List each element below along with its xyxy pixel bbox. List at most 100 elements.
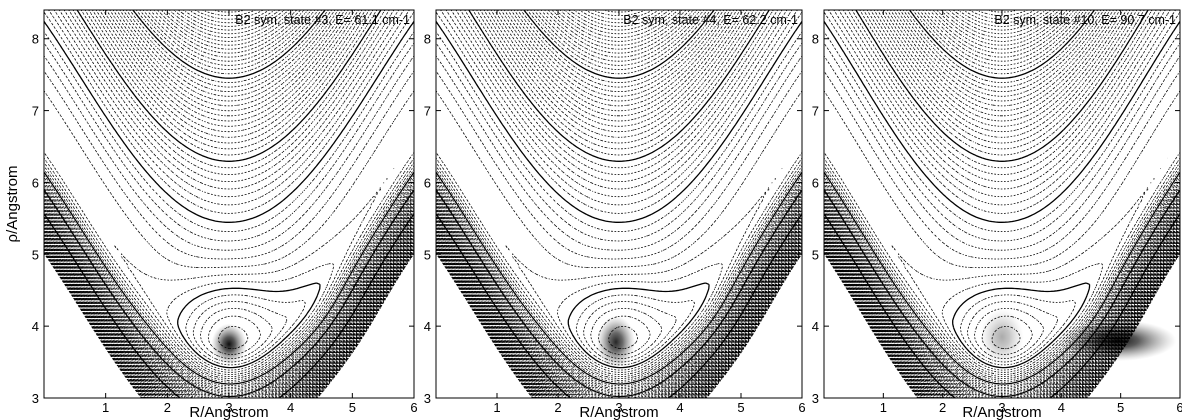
contour-line-dotted <box>436 10 802 398</box>
panel-title: B2 sym, state #10, E= 90.7 cm-1 <box>994 13 1176 27</box>
contour-line-dotted <box>967 301 1058 363</box>
contour-line-dotted <box>436 10 802 398</box>
contour-line-dotted <box>44 243 414 398</box>
contour-line-dotted <box>824 10 1180 398</box>
contour-line-dotted <box>583 301 677 363</box>
density-peak <box>596 315 635 369</box>
contour-line-dotted <box>824 10 1180 398</box>
x-tick-label: 4 <box>1058 400 1065 415</box>
contour-line-dotted <box>824 250 1180 398</box>
contour-line-dotted <box>44 10 414 398</box>
contour-line-dotted <box>824 240 1180 398</box>
contour-line-dotted <box>44 242 414 398</box>
contour-line-dotted <box>824 55 1180 379</box>
contour-line-dotted <box>436 10 802 398</box>
plot-area <box>44 10 414 398</box>
x-tick-label: 6 <box>410 400 417 415</box>
x-tick-label: 2 <box>554 400 561 415</box>
contour-line-dotted <box>436 10 802 398</box>
contour-line-dotted <box>436 240 802 398</box>
contour-line-dotted <box>436 42 802 381</box>
contour-line-dotted <box>824 10 1180 398</box>
contour-line-dotted <box>598 315 651 355</box>
contour-line-dotted <box>192 301 288 363</box>
contour-panel-2: 1 2 3 4 5 6 3 4 5 6 7 8 B2 sym, state #4, E= 62.2 cm… <box>424 9 806 420</box>
contour-line-dotted <box>44 10 414 396</box>
contour-line-dotted <box>436 253 802 398</box>
y-tick-label: 8 <box>812 32 819 47</box>
contour-line-dotted <box>824 10 1180 398</box>
contour-line-dotted <box>824 243 1180 398</box>
contour-line-dotted <box>891 157 1168 373</box>
contour-line-dotted <box>44 10 414 398</box>
contour-line-dotted <box>185 294 306 366</box>
contour-line-solid <box>567 282 710 369</box>
contour-line-dotted <box>436 10 802 391</box>
contour-panel-1: 1 2 3 4 5 6 3 4 5 6 7 8 B2 sym, state #3, E= 61.1 cm… <box>4 9 418 420</box>
contour-line-dotted <box>436 70 802 377</box>
contour-line-dotted <box>824 233 1180 398</box>
y-tick-label: 6 <box>812 175 819 190</box>
contour-line-dotted <box>436 233 802 398</box>
contour-line-dotted <box>44 237 414 398</box>
x-axis-label: R/Angstrom <box>579 404 658 420</box>
contour-line-dotted <box>824 10 1180 394</box>
contour-line-solid <box>436 21 802 385</box>
x-tick-label: 2 <box>164 400 171 415</box>
contour-line-dotted <box>436 10 802 398</box>
contour-line-dotted <box>991 326 1021 350</box>
x-axis-label: R/Angstrom <box>962 404 1041 420</box>
contour-line-dotted <box>436 237 802 398</box>
contour-line-dotted <box>44 10 414 398</box>
contour-line-dotted <box>44 10 414 398</box>
y-tick-label: 3 <box>812 391 819 406</box>
contour-line-dotted <box>44 70 414 377</box>
contour-line-dotted <box>44 10 414 398</box>
contour-line-dotted <box>974 308 1044 359</box>
contour-line-dotted <box>824 253 1180 398</box>
contour-line-dotted <box>824 242 1180 398</box>
contour-line-dotted <box>824 10 1180 398</box>
contour-line-dotted <box>44 10 414 398</box>
contour-line-dotted <box>44 10 414 388</box>
contour-line-dotted <box>44 42 414 381</box>
contour-line-dotted <box>824 70 1180 377</box>
contour-line-dotted <box>824 42 1180 381</box>
x-tick-label: 1 <box>102 400 109 415</box>
contour-line-dotted <box>436 10 802 394</box>
contour-line-dotted <box>166 263 334 371</box>
contour-line-dotted <box>114 168 395 373</box>
contour-line-dotted <box>436 247 802 398</box>
contour-line-dotted <box>824 246 1180 398</box>
contour-line-dotted <box>44 251 414 398</box>
contour-line-dotted <box>436 243 802 398</box>
contour-line-solid <box>44 21 414 385</box>
contour-line-dotted <box>824 236 1180 398</box>
x-axis-label: R/Angstrom <box>189 404 268 420</box>
contour-line-dotted <box>436 242 802 398</box>
contour-line-dotted <box>200 308 273 359</box>
contour-line-dotted <box>824 10 1180 398</box>
contour-line-dotted <box>44 10 414 398</box>
contour-line-dotted <box>824 10 1180 398</box>
contour-line-dotted <box>436 10 802 398</box>
contour-line-dotted <box>436 31 802 383</box>
y-tick-label: 4 <box>812 319 819 334</box>
contour-line-dotted <box>824 10 1180 398</box>
y-tick-label: 7 <box>424 104 431 119</box>
contour-line-dotted <box>44 238 414 398</box>
contour-line-dotted <box>44 10 414 398</box>
contour-line-dotted <box>824 10 1180 398</box>
contour-line-dotted <box>824 10 1180 398</box>
contour-line-dotted <box>44 10 414 394</box>
x-tick-label: 6 <box>798 400 805 415</box>
contour-line-dotted <box>44 246 414 398</box>
y-tick-label: 3 <box>32 391 39 406</box>
contour-line-dotted <box>941 263 1103 371</box>
x-tick-label: 3 <box>998 400 1005 415</box>
x-tick-label: 1 <box>880 400 887 415</box>
contour-line-dotted <box>436 10 802 390</box>
x-tick-label: 5 <box>349 400 356 415</box>
y-tick-label: 7 <box>812 104 819 119</box>
